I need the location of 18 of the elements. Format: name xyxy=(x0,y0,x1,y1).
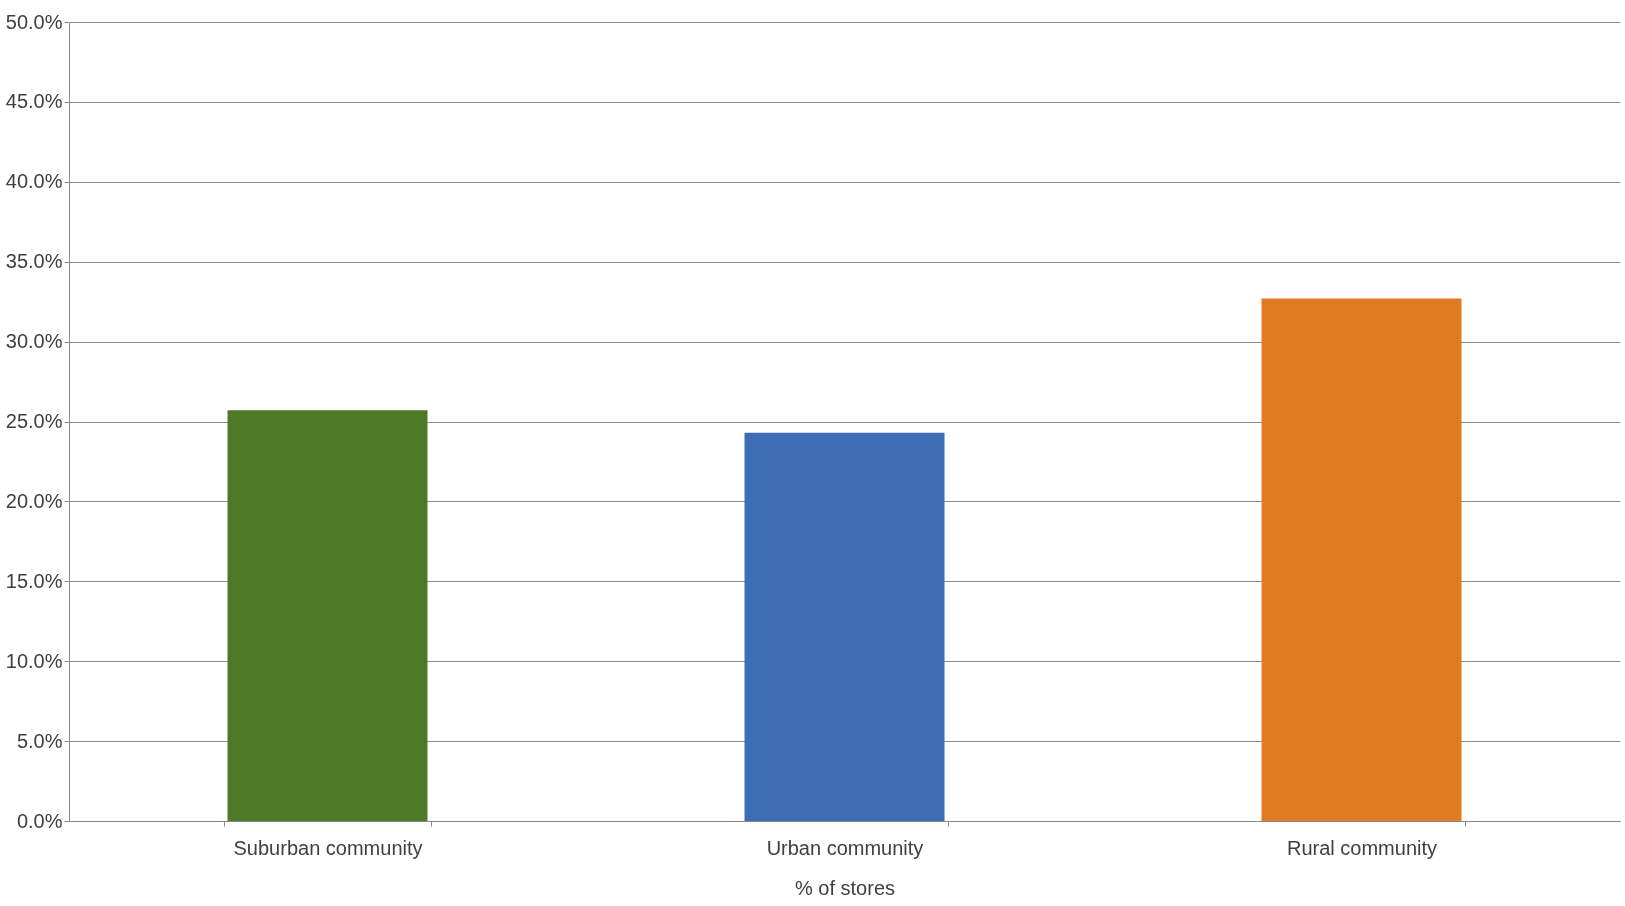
y-tick-label: 35.0% xyxy=(5,250,63,273)
y-tick-label: 15.0% xyxy=(5,569,63,592)
y-tick-label: 30.0% xyxy=(5,330,63,353)
x-tick-label: Urban community xyxy=(766,836,924,859)
x-tick-label: Suburban community xyxy=(233,836,423,859)
y-tick-label: 0.0% xyxy=(16,809,63,832)
y-tick-label: 50.0% xyxy=(5,10,63,33)
y-tick-label: 25.0% xyxy=(5,410,63,432)
y-tick-label: 45.0% xyxy=(5,90,63,113)
x-axis-title: % of stores xyxy=(794,876,896,899)
x-tick-label: Rural community xyxy=(1286,836,1438,859)
y-tick-label: 40.0% xyxy=(5,170,63,193)
bar xyxy=(227,410,428,821)
bar xyxy=(1261,298,1462,821)
bar xyxy=(744,432,945,821)
y-tick-label: 10.0% xyxy=(5,649,63,672)
y-tick-label: 5.0% xyxy=(16,729,63,752)
y-tick-label: 20.0% xyxy=(5,489,63,512)
